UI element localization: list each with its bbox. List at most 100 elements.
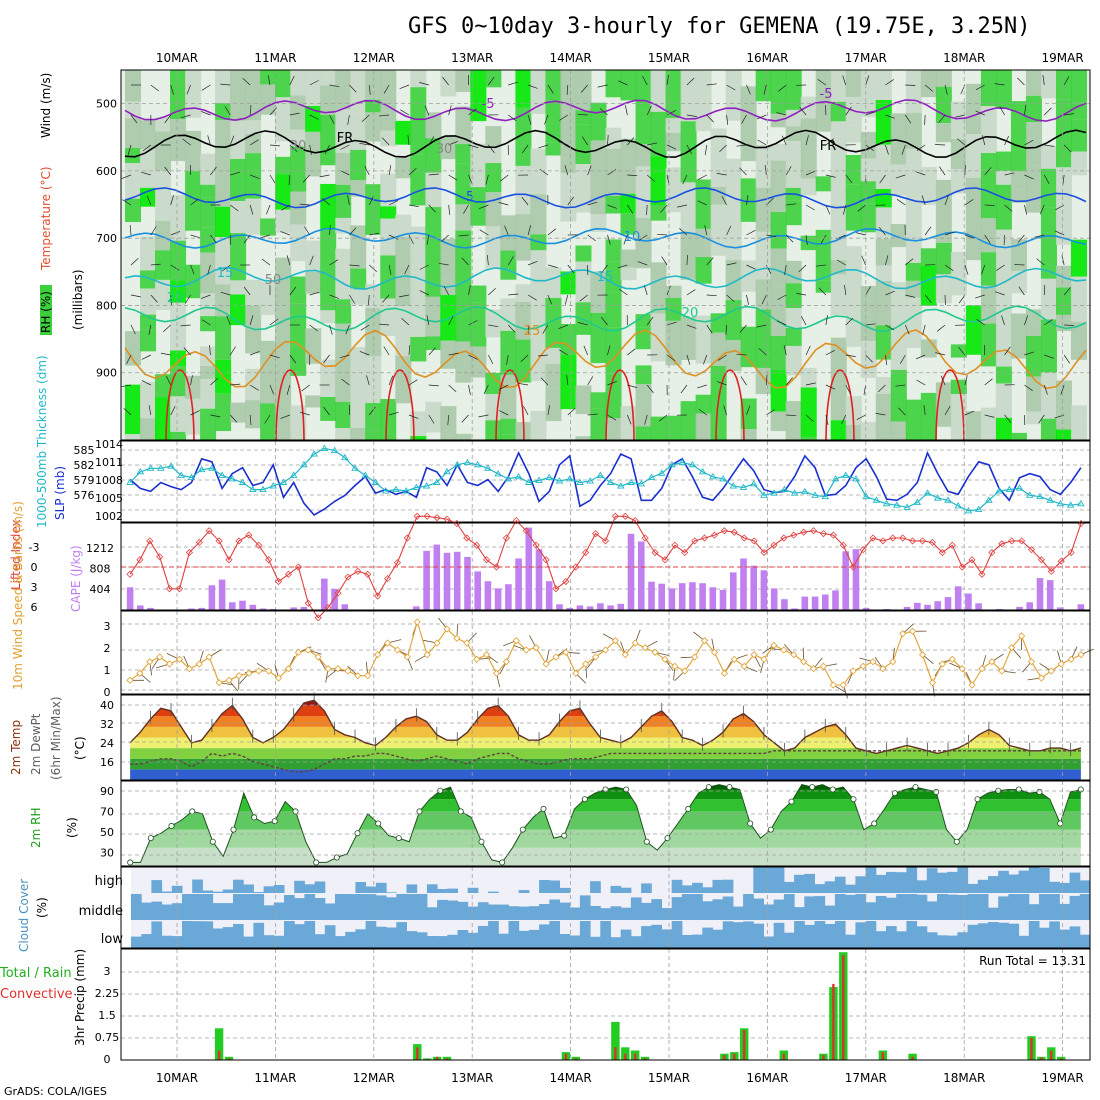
top-date-label: 16MAR [746, 51, 788, 65]
rh-shade-cell [860, 302, 877, 342]
cloud-cell [1008, 894, 1020, 920]
cloud-cell [447, 934, 458, 948]
cape-bar [556, 604, 563, 610]
cloud-cell [151, 880, 163, 893]
rh-shade-cell [470, 285, 487, 303]
rh-shade-cell [500, 298, 517, 331]
rh-tick: 70 [100, 806, 114, 819]
li-point [393, 559, 402, 567]
wind-barb [994, 83, 1005, 86]
rh-point [912, 784, 919, 791]
thickness-point [156, 464, 165, 471]
rh-shade-cell [845, 396, 862, 425]
wind-barb [706, 324, 713, 334]
thickness-point [617, 482, 625, 489]
thickness-point [749, 480, 758, 487]
wind-barb [499, 384, 509, 390]
li-point [988, 548, 996, 557]
wind-speed-point [889, 658, 897, 666]
precip-convective-bar [227, 1058, 231, 1060]
wind-barb [388, 200, 399, 206]
wind-barb [540, 377, 549, 386]
wind-speed-point [869, 658, 877, 666]
cape-bar [689, 582, 696, 610]
wind-barb [163, 324, 171, 332]
wind-barb [666, 109, 677, 116]
rh-shade-cell [860, 158, 877, 182]
wind-barb [875, 413, 886, 416]
wind-barb [170, 195, 174, 206]
rh-shade-cell [725, 158, 742, 211]
rh-shade-cell [725, 260, 742, 301]
wind-barb [587, 376, 594, 386]
wind-barb [905, 114, 912, 124]
rh-shade-cell [380, 206, 397, 219]
cloud-cell [947, 935, 958, 948]
wind-barb [956, 138, 966, 146]
cape-bar [699, 583, 706, 610]
rh-shade-cell [320, 275, 337, 311]
li-point [819, 530, 828, 538]
wind-barb [210, 414, 221, 418]
wind-barb [280, 414, 290, 419]
precip-convective-bar [634, 1053, 637, 1060]
rh-shade-cell [215, 206, 232, 238]
rh-shade-cell [530, 194, 547, 235]
wind-barb [478, 204, 489, 210]
wind-barb [527, 294, 537, 301]
rh-point [395, 835, 402, 842]
rh-point [788, 798, 795, 805]
li-point [294, 563, 302, 571]
rh-shade-cell [230, 120, 247, 160]
cape-bar [1057, 607, 1064, 610]
rh-shade-cell [965, 83, 982, 135]
li-point [512, 517, 520, 525]
cloud-cell [875, 896, 887, 920]
wind-barb [302, 174, 310, 183]
rh-shade-cell [260, 340, 277, 383]
rh-shade-cell [800, 436, 817, 440]
rh-shade-cell [335, 109, 352, 122]
rh-shade-cell [140, 418, 157, 440]
cape-bar [147, 607, 154, 610]
cloud-cell [559, 902, 571, 920]
wind-barb [624, 105, 628, 116]
cloud-cell [151, 921, 163, 948]
rh-shade-cell [305, 70, 322, 92]
wind-barb [1044, 354, 1054, 359]
rh-shade-cell [695, 179, 712, 229]
rh-shade-cell [170, 195, 187, 221]
wind-speed-point [968, 681, 976, 689]
rh-shade-cell [950, 101, 967, 140]
cloud-cell [916, 894, 928, 920]
rh-shade-cell [785, 141, 802, 188]
panel-frame [120, 694, 1091, 781]
rh-shade-cell [155, 279, 172, 310]
wind-barb [657, 233, 668, 236]
wind-speed-point [918, 651, 927, 659]
rh-shade-cell [1010, 189, 1027, 203]
rh-shade-cell [920, 425, 937, 440]
rh-shade-cell [785, 345, 802, 376]
cloud-cell [590, 881, 601, 893]
wind-barb [1024, 384, 1033, 391]
li-point [701, 534, 709, 542]
wind-barb [249, 204, 254, 215]
footer-credit: GrADS: COLA/IGES [4, 1085, 107, 1098]
wind-barb [309, 255, 314, 266]
rh-shade-cell [965, 177, 982, 210]
thickness-point [443, 467, 451, 475]
wind-barb [844, 285, 847, 296]
rh-shade-cell [590, 392, 607, 409]
cloud-cell [263, 886, 275, 893]
wind-barb [955, 114, 965, 118]
rh-point [271, 818, 278, 825]
li-point [492, 563, 501, 571]
wind-barb [347, 114, 350, 125]
wind-barb [506, 354, 509, 365]
rh-shade-cell [680, 200, 697, 233]
cloud-cell [1039, 927, 1050, 948]
wind-speed-point [592, 653, 600, 661]
wind-barb [539, 168, 549, 176]
wind-barb [924, 84, 934, 92]
